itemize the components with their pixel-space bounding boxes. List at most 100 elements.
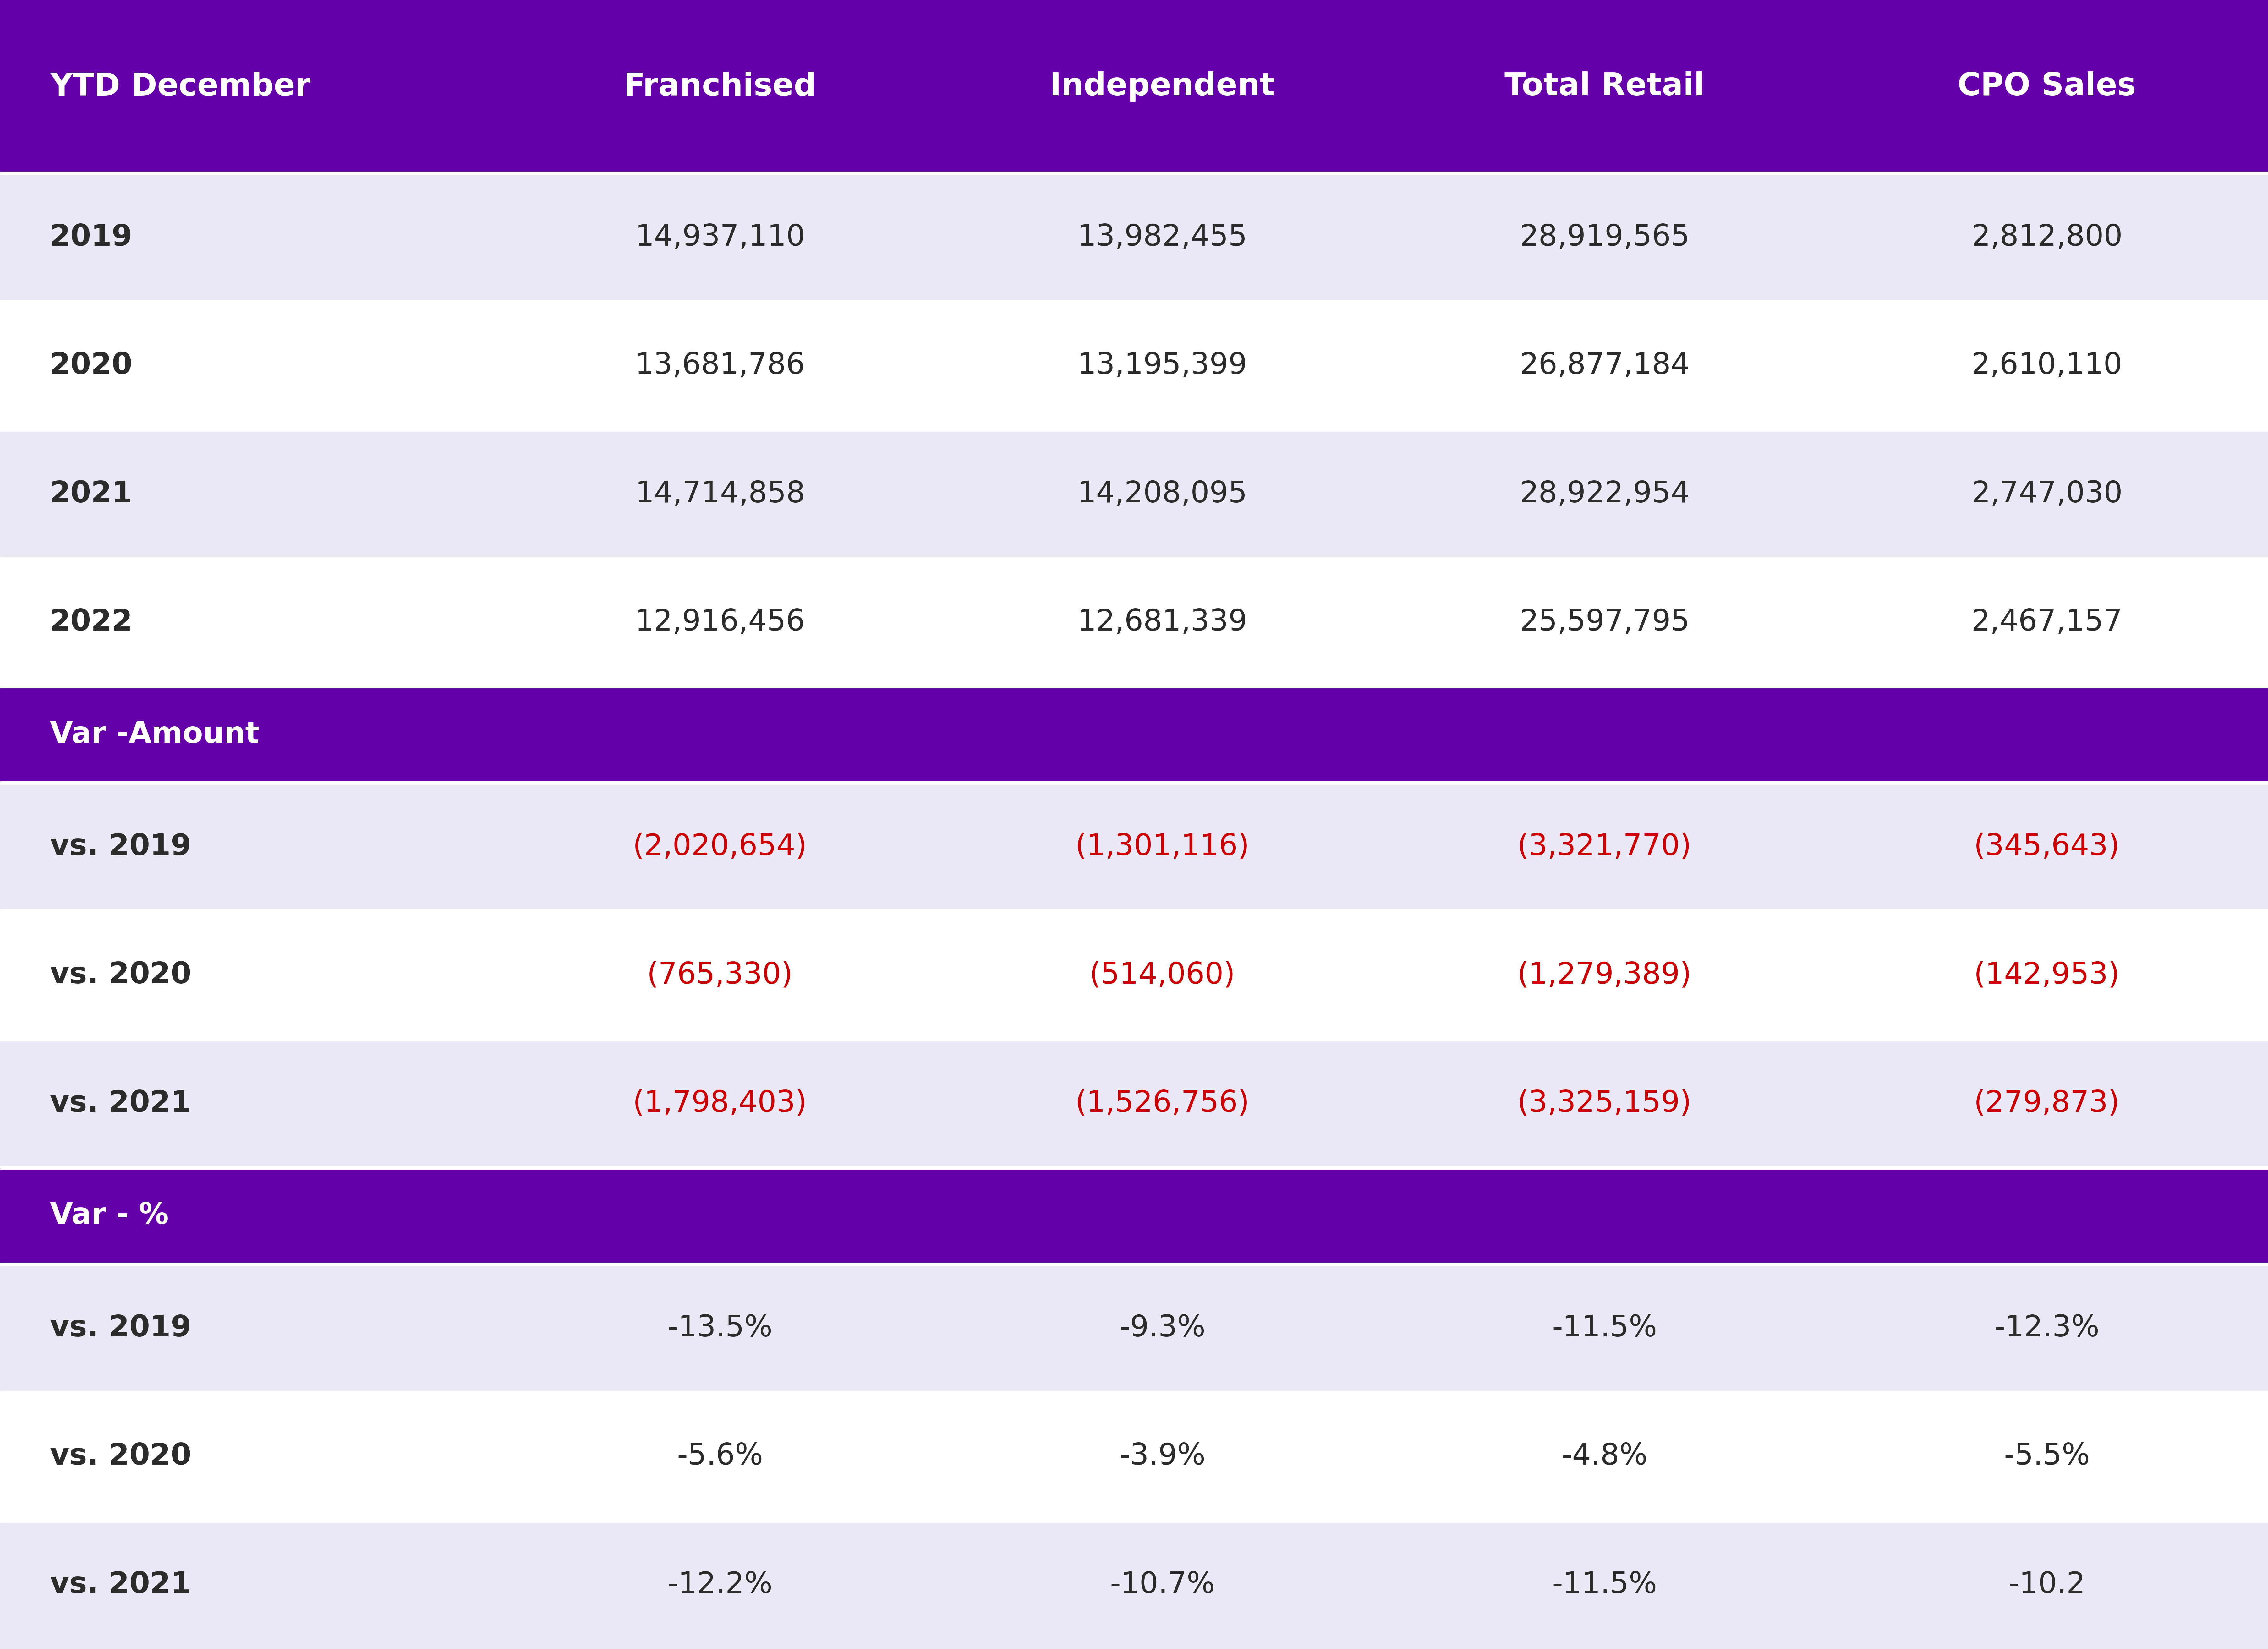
Text: 14,208,095: 14,208,095: [1077, 480, 1247, 508]
Text: 13,982,455: 13,982,455: [1077, 223, 1247, 252]
FancyBboxPatch shape: [0, 1392, 499, 1520]
FancyBboxPatch shape: [1383, 783, 1826, 912]
Text: (3,321,770): (3,321,770): [1517, 833, 1692, 861]
Text: 26,877,184: 26,877,184: [1520, 351, 1690, 381]
Text: -10.2: -10.2: [2009, 1570, 2084, 1600]
FancyBboxPatch shape: [941, 430, 1383, 559]
FancyBboxPatch shape: [0, 912, 499, 1039]
FancyBboxPatch shape: [0, 783, 499, 912]
FancyBboxPatch shape: [1383, 912, 1826, 1039]
FancyBboxPatch shape: [499, 912, 941, 1039]
Text: Var -Amount: Var -Amount: [50, 721, 259, 749]
Text: (142,953): (142,953): [1973, 961, 2121, 989]
Text: 14,937,110: 14,937,110: [635, 223, 805, 252]
FancyBboxPatch shape: [1826, 1039, 2268, 1167]
FancyBboxPatch shape: [0, 0, 499, 173]
Text: (279,873): (279,873): [1973, 1088, 2121, 1118]
FancyBboxPatch shape: [0, 430, 499, 559]
FancyBboxPatch shape: [0, 302, 499, 430]
FancyBboxPatch shape: [1826, 1265, 2268, 1392]
FancyBboxPatch shape: [1383, 302, 1826, 430]
Text: CPO Sales: CPO Sales: [1957, 71, 2136, 102]
FancyBboxPatch shape: [941, 1392, 1383, 1520]
Text: -9.3%: -9.3%: [1118, 1314, 1207, 1342]
Text: (1,526,756): (1,526,756): [1075, 1088, 1250, 1118]
Text: -11.5%: -11.5%: [1551, 1570, 1658, 1600]
Text: -3.9%: -3.9%: [1118, 1443, 1207, 1471]
Text: 2,610,110: 2,610,110: [1971, 351, 2123, 381]
Text: 13,681,786: 13,681,786: [635, 351, 805, 381]
Text: 2021: 2021: [50, 480, 132, 508]
Text: 25,597,795: 25,597,795: [1520, 608, 1690, 637]
FancyBboxPatch shape: [499, 1039, 941, 1167]
FancyBboxPatch shape: [1826, 0, 2268, 173]
FancyBboxPatch shape: [941, 783, 1383, 912]
FancyBboxPatch shape: [1383, 173, 1826, 302]
FancyBboxPatch shape: [1826, 302, 2268, 430]
Text: 2,747,030: 2,747,030: [1971, 480, 2123, 508]
Text: (1,301,116): (1,301,116): [1075, 833, 1250, 861]
Text: -10.7%: -10.7%: [1109, 1570, 1216, 1600]
Text: Var - %: Var - %: [50, 1202, 168, 1230]
Text: 2022: 2022: [50, 608, 132, 637]
FancyBboxPatch shape: [499, 1265, 941, 1392]
Text: -12.2%: -12.2%: [667, 1570, 773, 1600]
Text: 2020: 2020: [50, 351, 132, 381]
FancyBboxPatch shape: [941, 1265, 1383, 1392]
FancyBboxPatch shape: [499, 1392, 941, 1520]
FancyBboxPatch shape: [941, 912, 1383, 1039]
Text: 28,919,565: 28,919,565: [1520, 223, 1690, 252]
FancyBboxPatch shape: [1383, 1039, 1826, 1167]
FancyBboxPatch shape: [941, 173, 1383, 302]
Text: Independent: Independent: [1050, 71, 1275, 102]
FancyBboxPatch shape: [941, 0, 1383, 173]
FancyBboxPatch shape: [0, 1039, 499, 1167]
FancyBboxPatch shape: [941, 559, 1383, 686]
Text: 12,681,339: 12,681,339: [1077, 608, 1247, 637]
Text: vs. 2021: vs. 2021: [50, 1570, 191, 1600]
Text: vs. 2019: vs. 2019: [50, 833, 191, 861]
Text: -5.5%: -5.5%: [2003, 1443, 2091, 1471]
FancyBboxPatch shape: [499, 173, 941, 302]
FancyBboxPatch shape: [941, 302, 1383, 430]
Text: 2019: 2019: [50, 223, 132, 252]
Text: (345,643): (345,643): [1973, 833, 2121, 861]
FancyBboxPatch shape: [0, 686, 499, 783]
FancyBboxPatch shape: [0, 559, 499, 686]
FancyBboxPatch shape: [499, 0, 941, 173]
Text: 13,195,399: 13,195,399: [1077, 351, 1247, 381]
Text: -12.3%: -12.3%: [1994, 1314, 2100, 1342]
Text: (1,798,403): (1,798,403): [633, 1088, 807, 1118]
Text: 28,922,954: 28,922,954: [1520, 480, 1690, 508]
FancyBboxPatch shape: [0, 1167, 499, 1265]
Text: 12,916,456: 12,916,456: [635, 608, 805, 637]
FancyBboxPatch shape: [499, 1520, 941, 1649]
FancyBboxPatch shape: [1383, 559, 1826, 686]
Text: 2,467,157: 2,467,157: [1971, 608, 2123, 637]
FancyBboxPatch shape: [1383, 0, 1826, 173]
FancyBboxPatch shape: [0, 1167, 2268, 1265]
FancyBboxPatch shape: [0, 686, 2268, 783]
FancyBboxPatch shape: [1826, 1520, 2268, 1649]
FancyBboxPatch shape: [1383, 1392, 1826, 1520]
Text: vs. 2020: vs. 2020: [50, 1443, 191, 1471]
FancyBboxPatch shape: [1383, 1265, 1826, 1392]
FancyBboxPatch shape: [0, 1265, 499, 1392]
Text: -11.5%: -11.5%: [1551, 1314, 1658, 1342]
Text: (2,020,654): (2,020,654): [633, 833, 807, 861]
Text: 2,812,800: 2,812,800: [1971, 223, 2123, 252]
Text: (514,060): (514,060): [1089, 961, 1236, 989]
FancyBboxPatch shape: [1383, 1520, 1826, 1649]
Text: (1,279,389): (1,279,389): [1517, 961, 1692, 989]
Text: Franchised: Franchised: [624, 71, 816, 102]
FancyBboxPatch shape: [941, 1520, 1383, 1649]
Text: -5.6%: -5.6%: [676, 1443, 764, 1471]
Text: vs. 2020: vs. 2020: [50, 961, 191, 989]
FancyBboxPatch shape: [1826, 173, 2268, 302]
FancyBboxPatch shape: [1826, 1392, 2268, 1520]
Text: YTD December: YTD December: [50, 71, 311, 102]
FancyBboxPatch shape: [1383, 430, 1826, 559]
FancyBboxPatch shape: [1826, 430, 2268, 559]
Text: -13.5%: -13.5%: [667, 1314, 773, 1342]
FancyBboxPatch shape: [499, 430, 941, 559]
